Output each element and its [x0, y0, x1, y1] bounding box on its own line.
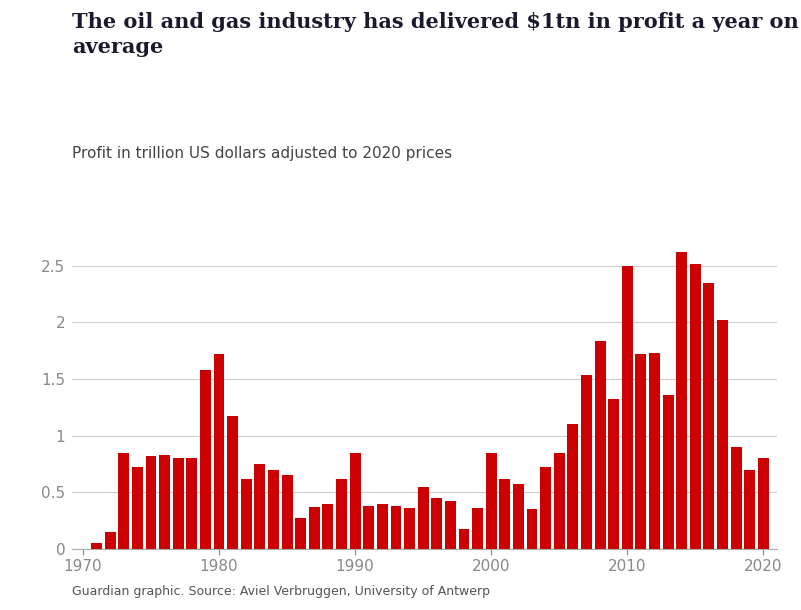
Bar	[105, 532, 115, 549]
Bar	[744, 470, 755, 549]
Bar	[187, 458, 197, 549]
Bar	[458, 529, 469, 549]
Bar	[581, 375, 592, 549]
Bar	[608, 400, 619, 549]
Bar	[690, 264, 701, 549]
Bar	[649, 353, 660, 549]
Bar	[662, 395, 674, 549]
Bar	[431, 498, 442, 549]
Bar	[717, 320, 728, 549]
Bar	[268, 470, 279, 549]
Bar	[255, 464, 265, 549]
Bar	[731, 447, 742, 549]
Bar	[377, 504, 388, 549]
Bar	[703, 283, 714, 549]
Bar	[594, 340, 606, 549]
Bar	[350, 453, 360, 549]
Text: Guardian graphic. Source: Aviel Verbruggen, University of Antwerp: Guardian graphic. Source: Aviel Verbrugg…	[72, 585, 490, 598]
Bar	[418, 487, 429, 549]
Bar	[499, 479, 510, 549]
Bar	[227, 417, 238, 549]
Bar	[553, 453, 565, 549]
Bar	[91, 544, 102, 549]
Bar	[336, 479, 347, 549]
Bar	[540, 467, 551, 549]
Bar	[635, 354, 646, 549]
Bar	[309, 507, 320, 549]
Bar	[622, 266, 633, 549]
Bar	[132, 467, 143, 549]
Bar	[146, 456, 156, 549]
Bar	[526, 509, 537, 549]
Bar	[676, 252, 687, 549]
Bar	[391, 506, 401, 549]
Text: The oil and gas industry has delivered $1tn in profit a year on
average: The oil and gas industry has delivered $…	[72, 12, 799, 57]
Bar	[214, 354, 224, 549]
Bar	[513, 484, 524, 549]
Bar	[173, 458, 183, 549]
Bar	[364, 506, 374, 549]
Text: Profit in trillion US dollars adjusted to 2020 prices: Profit in trillion US dollars adjusted t…	[72, 146, 453, 162]
Bar	[200, 370, 211, 549]
Bar	[323, 504, 333, 549]
Bar	[485, 453, 497, 549]
Bar	[405, 508, 415, 549]
Bar	[445, 501, 456, 549]
Bar	[567, 425, 578, 549]
Bar	[472, 508, 483, 549]
Bar	[159, 455, 170, 549]
Bar	[296, 518, 306, 549]
Bar	[282, 475, 292, 549]
Bar	[119, 453, 129, 549]
Bar	[241, 479, 252, 549]
Bar	[758, 458, 769, 549]
